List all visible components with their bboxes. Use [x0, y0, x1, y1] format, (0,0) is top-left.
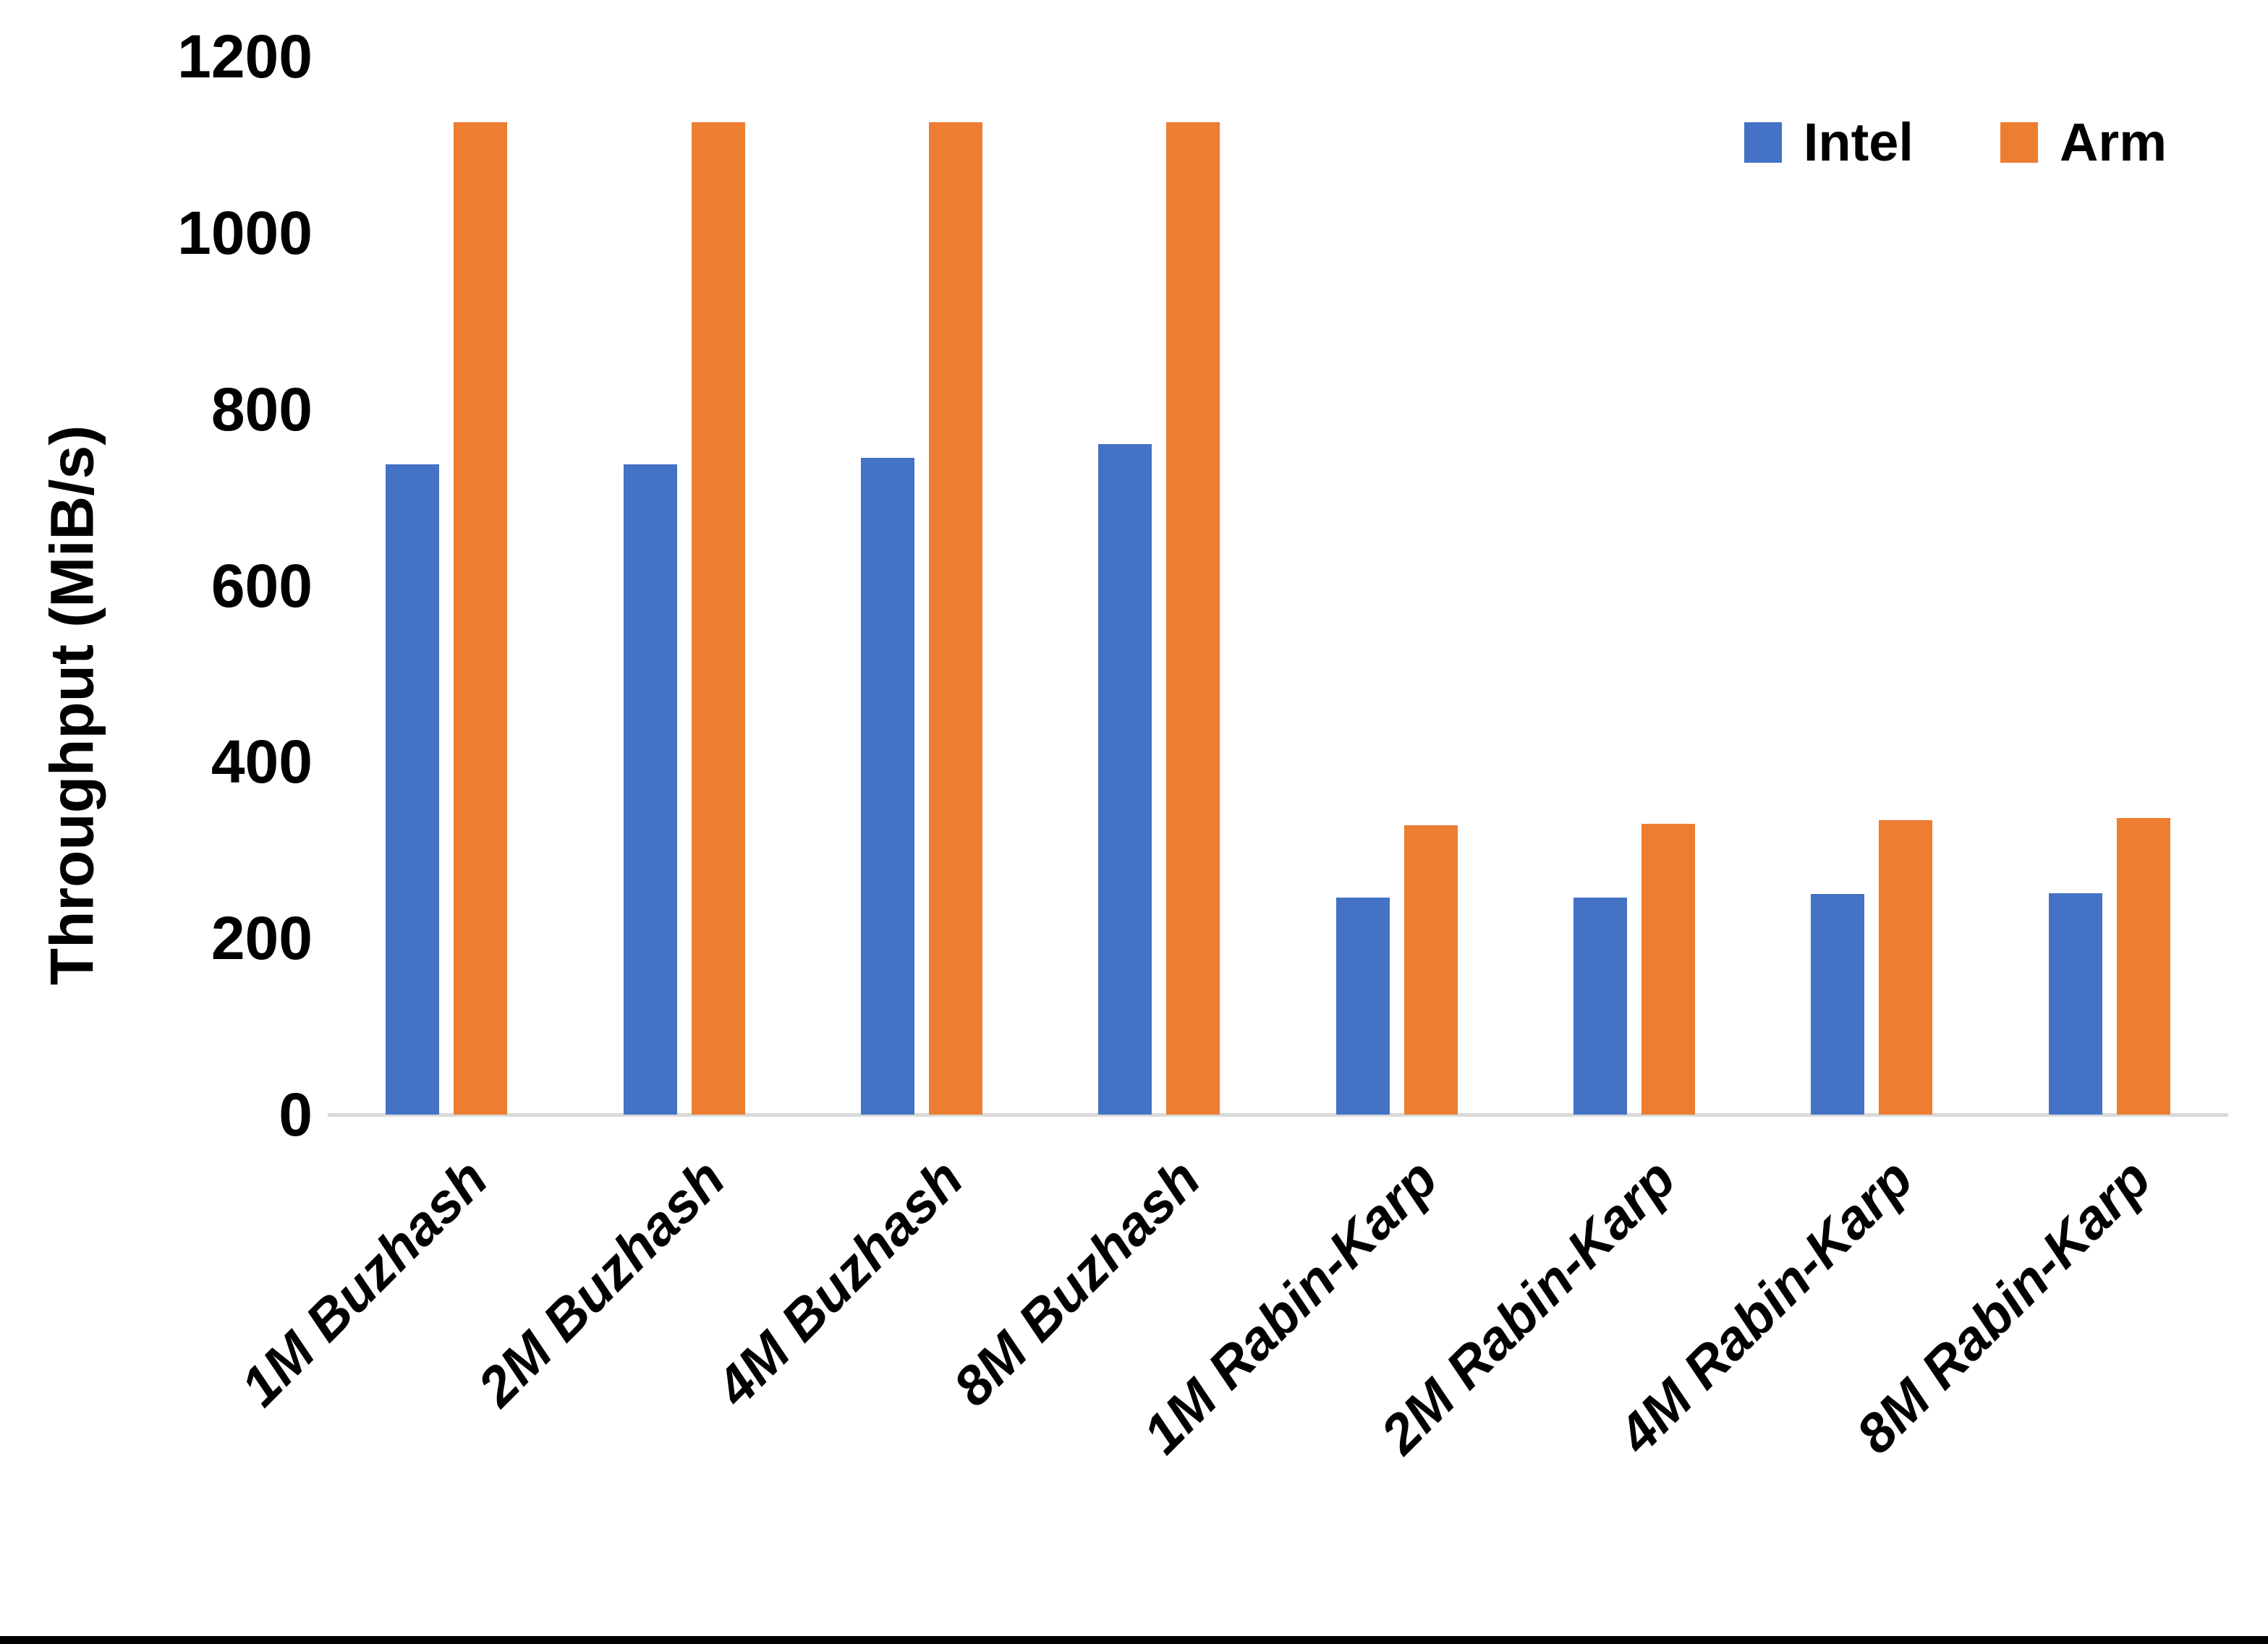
bar-intel-2m-buzhash	[623, 464, 677, 1115]
y-tick-label-200: 200	[211, 904, 313, 973]
bar-arm-1m-buzhash	[454, 122, 508, 1115]
x-category-label-2m-buzhash: 2M Buzhash	[466, 1147, 737, 1418]
x-category-label-4m-buzhash: 4M Buzhash	[704, 1147, 974, 1418]
legend-label-arm: Arm	[2059, 112, 2167, 172]
y-tick-label-800: 800	[211, 375, 313, 443]
legend-item-intel: Intel	[1744, 116, 1914, 169]
x-category-label-1m-buzhash: 1M Buzhash	[229, 1147, 500, 1418]
y-tick-label-400: 400	[211, 728, 313, 796]
bar-arm-4m-rabin-karp	[1879, 819, 1933, 1115]
y-tick-label-1000: 1000	[177, 198, 313, 267]
bottom-border-line	[0, 1636, 2268, 1644]
x-axis-line	[328, 1113, 2228, 1117]
bar-arm-8m-buzhash	[1166, 122, 1220, 1115]
bar-arm-1m-rabin-karp	[1403, 825, 1458, 1115]
y-axis-title: Throughput (MiB/s)	[38, 425, 106, 986]
bar-arm-2m-rabin-karp	[1641, 823, 1696, 1115]
bar-intel-8m-buzhash	[1098, 444, 1152, 1115]
legend-swatch-arm	[2000, 122, 2038, 163]
legend-swatch-intel	[1744, 122, 1782, 163]
x-category-label-8m-buzhash: 8M Buzhash	[941, 1147, 1212, 1418]
y-tick-label-600: 600	[211, 551, 313, 620]
bar-arm-4m-buzhash	[928, 122, 982, 1115]
bar-intel-1m-rabin-karp	[1335, 898, 1390, 1115]
bar-arm-2m-buzhash	[691, 122, 745, 1115]
legend-label-intel: Intel	[1803, 112, 1914, 172]
legend: Intel Arm	[1744, 116, 2167, 169]
bar-intel-2m-rabin-karp	[1573, 898, 1628, 1115]
legend-item-arm: Arm	[2000, 116, 2167, 169]
bar-intel-4m-buzhash	[860, 457, 914, 1115]
y-tick-label-0: 0	[279, 1081, 313, 1149]
bar-intel-4m-rabin-karp	[1811, 894, 1865, 1115]
bar-intel-1m-buzhash	[386, 464, 440, 1115]
y-tick-label-1200: 1200	[177, 22, 313, 90]
bar-arm-8m-rabin-karp	[2116, 818, 2170, 1115]
bar-intel-8m-rabin-karp	[2048, 893, 2102, 1115]
